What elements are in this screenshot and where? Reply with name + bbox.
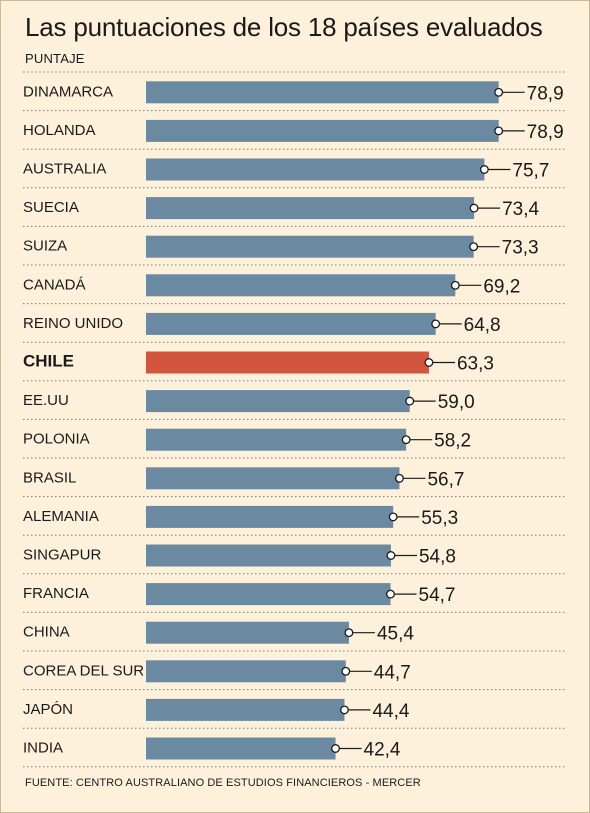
value-label: 73,3	[502, 238, 539, 259]
value-marker	[469, 242, 479, 252]
category-label: FRANCIA	[23, 585, 89, 602]
value-label: 73,4	[502, 199, 539, 220]
category-label: AUSTRALIA	[23, 161, 106, 178]
value-label: 55,3	[421, 508, 458, 529]
bar	[146, 660, 346, 683]
value-marker	[344, 628, 354, 638]
value-label: 56,7	[427, 469, 464, 490]
category-label: COREA DEL SUR	[23, 662, 144, 679]
y-axis-label: PUNTAJE	[25, 51, 85, 66]
category-label: BRASIL	[23, 469, 76, 486]
source-note: FUENTE: CENTRO AUSTRALIANO DE ESTUDIOS F…	[25, 777, 421, 789]
value-label: 78,9	[527, 122, 564, 143]
category-label: SUECIA	[23, 199, 79, 216]
value-marker	[494, 87, 504, 97]
value-label: 63,3	[457, 354, 494, 375]
bar	[146, 235, 474, 258]
category-label: INDIA	[23, 740, 63, 757]
value-label: 75,7	[512, 161, 549, 182]
bar	[146, 119, 499, 142]
bar	[146, 737, 336, 760]
value-marker	[450, 280, 460, 290]
value-label: 64,8	[464, 315, 501, 336]
value-label: 42,4	[364, 740, 401, 761]
value-marker	[340, 705, 349, 715]
category-label: JAPÓN	[23, 701, 73, 718]
value-marker	[431, 319, 441, 329]
category-label: EE.UU	[23, 392, 69, 409]
category-label: SUIZA	[23, 238, 67, 255]
value-label: 44,4	[372, 701, 409, 722]
category-label: DINAMARCA	[23, 83, 113, 100]
value-marker	[405, 396, 415, 406]
bar	[146, 312, 436, 335]
value-marker	[341, 666, 351, 676]
category-label: CHINA	[23, 624, 70, 641]
bar	[146, 505, 394, 528]
bar	[146, 698, 345, 721]
bar	[146, 390, 410, 413]
value-marker	[388, 512, 398, 522]
value-label: 78,9	[527, 83, 564, 104]
value-label: 44,7	[374, 662, 411, 683]
value-marker	[469, 203, 479, 213]
bar	[146, 583, 391, 606]
value-marker	[424, 358, 434, 367]
category-label: CHILE	[23, 352, 74, 371]
bar	[146, 274, 456, 297]
bar-highlight	[146, 351, 429, 374]
bar	[146, 81, 499, 104]
category-label: HOLANDA	[23, 122, 96, 139]
value-marker	[386, 589, 395, 599]
category-label: REINO UNIDO	[23, 315, 123, 332]
category-label: SINGAPUR	[23, 547, 102, 564]
bar	[146, 544, 391, 567]
value-marker	[394, 473, 404, 483]
value-label: 58,2	[434, 431, 471, 452]
chart-title: Las puntuaciones de los 18 países evalua…	[25, 12, 543, 42]
bar	[146, 428, 407, 451]
value-marker	[331, 744, 340, 753]
bar	[146, 158, 485, 181]
category-label: CANADÁ	[23, 276, 86, 293]
value-marker	[386, 551, 396, 560]
value-marker	[401, 435, 411, 445]
value-label: 45,4	[377, 624, 414, 645]
category-label: ALEMANIA	[23, 508, 99, 525]
category-label: POLONIA	[23, 431, 90, 448]
value-marker	[479, 165, 489, 174]
value-label: 69,2	[483, 276, 520, 297]
bar	[146, 467, 400, 490]
value-label: 59,0	[438, 392, 475, 413]
bar	[146, 197, 475, 220]
bar	[146, 621, 349, 644]
value-label: 54,7	[419, 585, 456, 606]
value-marker	[494, 126, 504, 136]
value-label: 54,8	[419, 547, 456, 568]
